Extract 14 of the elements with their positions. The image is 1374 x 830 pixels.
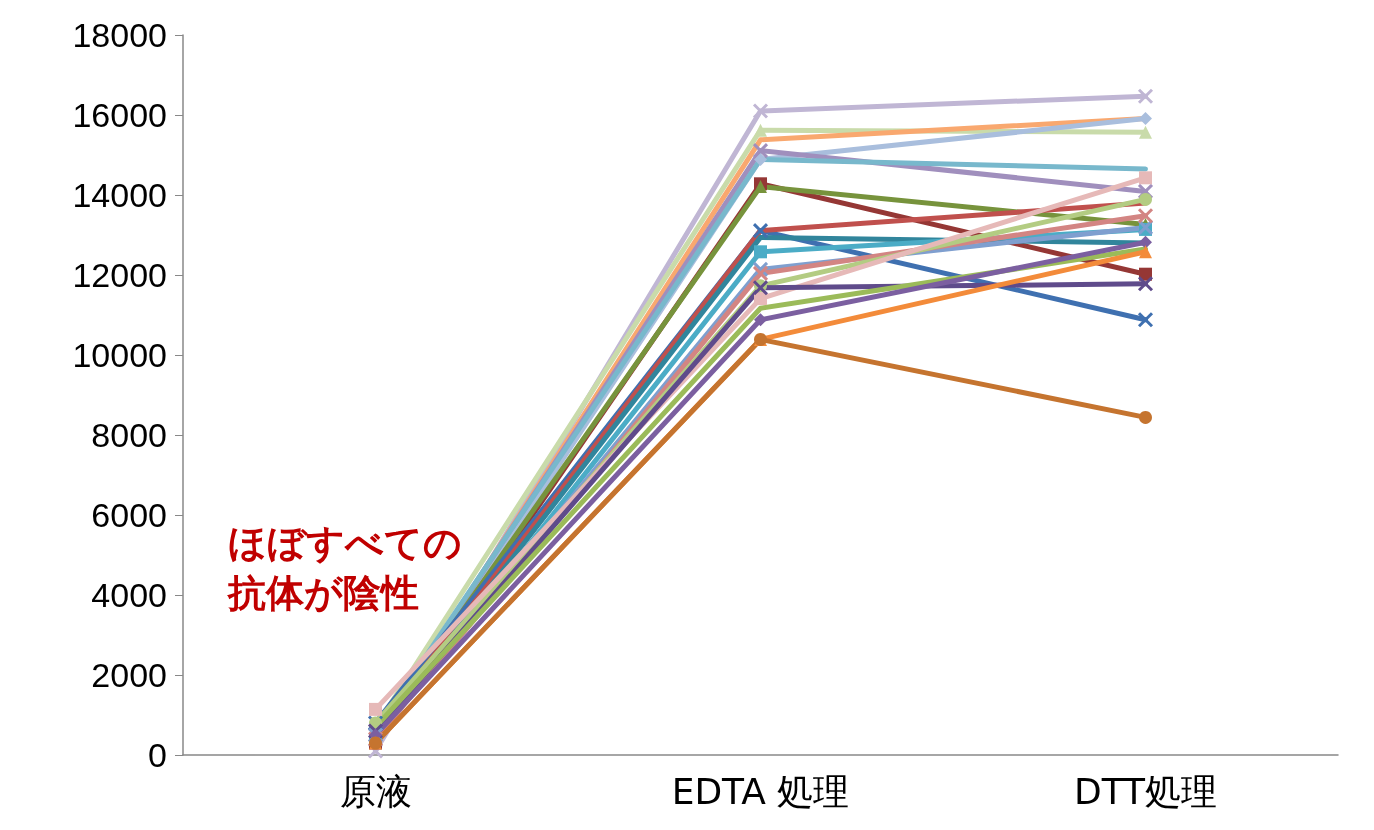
- y-tick-label: 2000: [91, 656, 167, 694]
- x-tick-label: DTT処理: [1073, 770, 1218, 812]
- y-tick-label: 16000: [72, 96, 167, 134]
- x-tick-label: 原液: [339, 770, 412, 812]
- y-tick-label: 4000: [91, 576, 167, 614]
- y-tick-label: 0: [148, 736, 167, 774]
- y-tick-label: 18000: [72, 16, 167, 54]
- y-tick-label: 10000: [72, 336, 167, 374]
- y-tick-label: 6000: [91, 496, 167, 534]
- annotation: ほぼすべての抗体が陰性: [227, 521, 462, 615]
- y-tick-label: 14000: [72, 176, 167, 214]
- x-tick-label: EDTA 処理: [671, 770, 850, 812]
- y-tick-label: 12000: [72, 256, 167, 294]
- y-tick-label: 8000: [91, 416, 167, 454]
